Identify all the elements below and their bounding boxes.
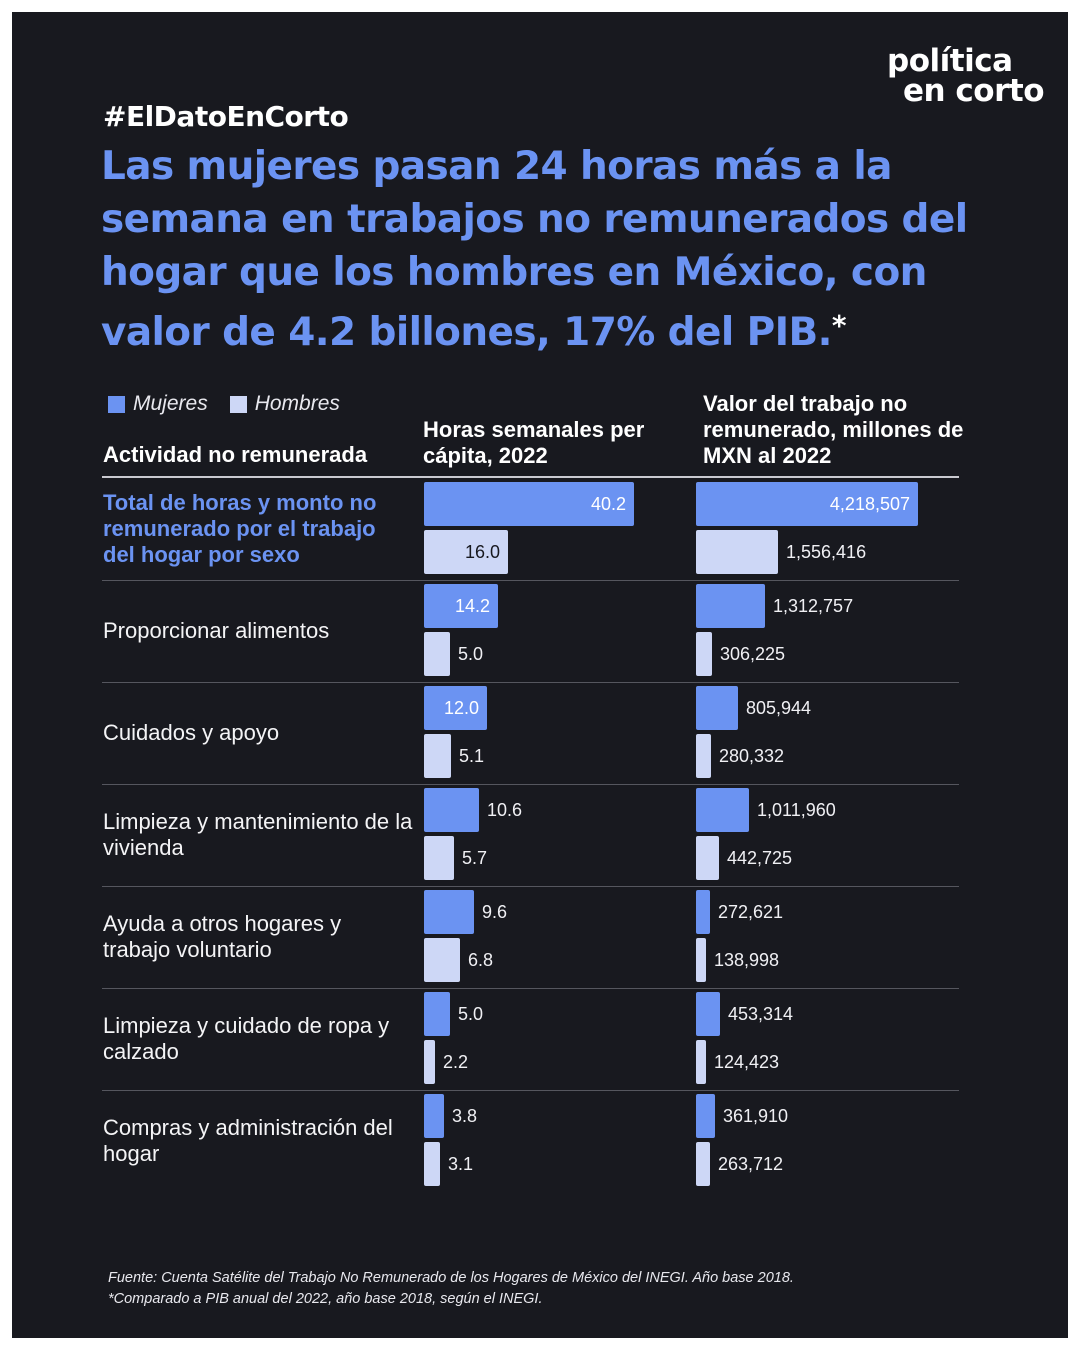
hashtag: #ElDatoEnCorto [103, 100, 349, 133]
chart-row: Total de horas y monto no remunerado por… [102, 479, 959, 581]
headline-footnote-mark: * [831, 309, 847, 342]
data-label-hombres: 6.8 [468, 950, 494, 970]
data-label-mujeres: 3.8 [452, 1106, 478, 1126]
source-note: Fuente: Cuenta Satélite del Trabajo No R… [108, 1270, 794, 1286]
bar-hombres [424, 530, 508, 574]
legend-item-hombres: Hombres [229, 392, 340, 416]
legend-label-hombres: Hombres [254, 392, 340, 415]
infographic-card: política en corto #ElDatoEnCorto Las muj… [12, 12, 1068, 1338]
row-divider [102, 682, 959, 683]
data-label-mujeres: 272,621 [718, 902, 784, 922]
chart-row: Limpieza y mantenimiento de la vivienda 1… [102, 785, 959, 887]
data-label-hombres: 263,712 [718, 1154, 784, 1174]
bar-hombres [696, 632, 712, 676]
row-divider [102, 580, 959, 581]
data-label-mujeres: 40.2 [590, 494, 626, 514]
row-divider [102, 784, 959, 785]
column-header-value: Valor del trabajo no remunerado, millone… [703, 391, 964, 468]
data-label-mujeres: 5.0 [458, 1004, 484, 1024]
data-label-hombres: 1,556,416 [786, 542, 867, 562]
chart-legend: Mujeres Hombres [108, 392, 362, 416]
category-label: Cuidados y apoyo [103, 720, 280, 745]
bar-mujeres [424, 890, 474, 934]
bar-hombres [696, 938, 706, 982]
bar-hombres [696, 734, 711, 778]
chart-row: Limpieza y cuidado de ropa y calzado 5.0 2… [102, 989, 959, 1091]
bar-hombres [696, 530, 778, 574]
column-header-hours: Horas semanales per cápita, 2022 [423, 417, 645, 468]
bar-hombres [424, 938, 460, 982]
category-label: Total de horas y monto no remunerado por… [103, 490, 377, 567]
bar-mujeres [696, 1094, 715, 1138]
bar-mujeres [424, 1094, 444, 1138]
bar-hombres [424, 1040, 435, 1084]
category-label: Proporcionar alimentos [103, 618, 330, 643]
row-divider [102, 988, 959, 989]
bar-mujeres [424, 584, 498, 628]
legend-swatch-hombres [229, 395, 247, 413]
data-label-mujeres: 361,910 [723, 1106, 789, 1126]
bar-mujeres [696, 992, 720, 1036]
data-label-mujeres: 805,944 [746, 698, 812, 718]
logo-line-1: política [887, 43, 1013, 79]
data-label-hombres: 3.1 [448, 1154, 474, 1174]
data-label-hombres: 442,725 [727, 848, 793, 868]
bar-hombres [696, 1142, 710, 1186]
category-label: Limpieza y cuidado de ropa y calzado [103, 1013, 390, 1064]
category-label: Compras y administración del hogar [103, 1115, 393, 1166]
bar-mujeres [424, 482, 634, 526]
bar-mujeres [424, 686, 487, 730]
data-label-mujeres: 9.6 [482, 902, 508, 922]
bar-hombres [424, 1142, 440, 1186]
legend-swatch-mujeres [108, 395, 125, 413]
data-label-hombres: 306,225 [720, 644, 786, 664]
bar-mujeres [696, 482, 918, 526]
legend-item-mujeres: Mujeres [108, 392, 208, 416]
data-label-hombres: 124,423 [714, 1052, 780, 1072]
data-label-hombres: 5.0 [458, 644, 484, 664]
chart-row: Compras y administración del hogar 3.8 3.1… [102, 1091, 959, 1193]
headline: Las mujeres pasan 24 horas más a la sema… [101, 140, 1001, 359]
row-divider [102, 886, 959, 887]
data-label-hombres: 280,332 [719, 746, 785, 766]
bar-mujeres [696, 686, 738, 730]
row-divider [102, 1090, 959, 1091]
bar-hombres [696, 1040, 706, 1084]
bar-hombres [424, 836, 454, 880]
category-label: Limpieza y mantenimiento de la vivienda [103, 809, 413, 860]
data-label-mujeres: 1,312,757 [773, 596, 854, 616]
bar-mujeres [696, 890, 710, 934]
data-label-mujeres: 453,314 [728, 1004, 794, 1024]
data-label-hombres: 5.1 [459, 746, 485, 766]
logo-line-2: en corto [903, 73, 1044, 109]
bar-mujeres [424, 992, 450, 1036]
data-label-hombres: 138,998 [714, 950, 780, 970]
data-label-hombres: 16.0 [464, 542, 500, 562]
data-label-mujeres: 1,011,960 [757, 800, 836, 820]
brand-logo: política en corto [887, 43, 1044, 109]
column-header-activity: Actividad no remunerada [103, 442, 368, 467]
category-label: Ayuda a otros hogares y trabajo voluntar… [103, 911, 342, 962]
bar-hombres [696, 836, 719, 880]
legend-label-mujeres: Mujeres [133, 392, 208, 415]
bar-hombres [424, 734, 451, 778]
gdp-note: *Comparado a PIB anual del 2022, año bas… [108, 1291, 543, 1307]
data-label-mujeres: 12.0 [443, 698, 479, 718]
bar-mujeres [424, 788, 479, 832]
header-divider [102, 476, 959, 478]
chart-row: Cuidados y apoyo 12.0 5.1 805,944 280,332 [102, 683, 959, 785]
data-label-mujeres: 4,218,507 [829, 494, 910, 514]
source-footer: Fuente: Cuenta Satélite del Trabajo No R… [108, 1268, 794, 1310]
chart-row: Proporcionar alimentos 14.2 5.0 1,312,757 30… [102, 581, 959, 683]
headline-text: Las mujeres pasan 24 horas más a la sema… [101, 144, 968, 355]
data-label-mujeres: 10.6 [487, 800, 523, 820]
chart-row: Ayuda a otros hogares y trabajo voluntar… [102, 887, 959, 989]
bar-mujeres [696, 584, 765, 628]
data-label-hombres: 2.2 [443, 1052, 469, 1072]
bar-mujeres [696, 788, 749, 832]
data-label-mujeres: 14.2 [454, 596, 490, 616]
bar-hombres [424, 632, 450, 676]
data-label-hombres: 5.7 [462, 848, 488, 868]
